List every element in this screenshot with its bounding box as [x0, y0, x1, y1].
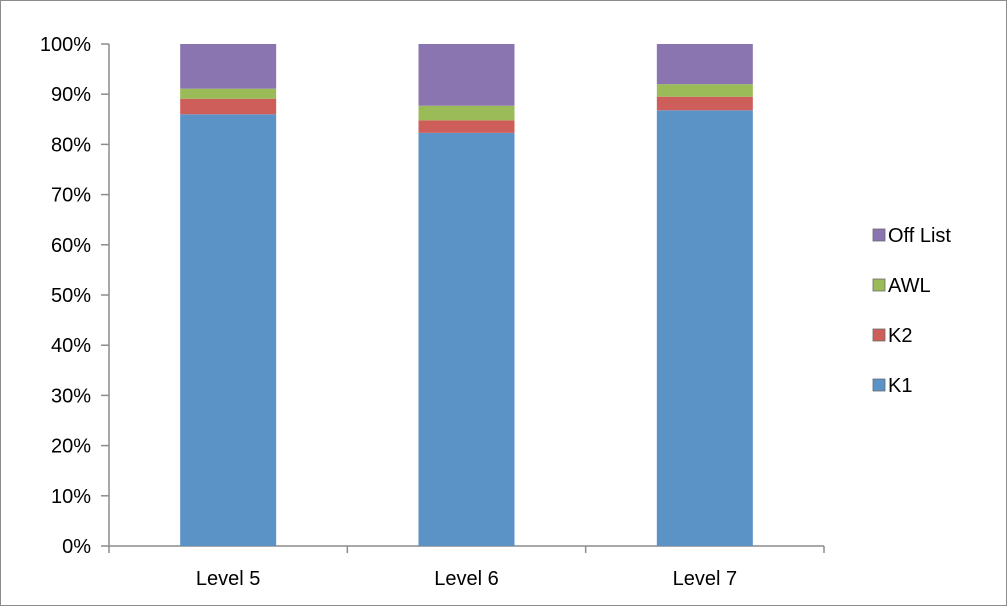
bar-segment-k2-level-6 [418, 120, 515, 133]
bar-segment-off-list-level-5 [180, 44, 277, 89]
x-tick-label: Level 7 [673, 568, 738, 590]
y-tick-label: 0% [62, 536, 91, 558]
bar-segment-k2-level-5 [180, 98, 277, 115]
y-tick-label: 60% [51, 235, 91, 257]
y-tick-label: 40% [51, 335, 91, 357]
legend-label-k1: K1 [888, 375, 912, 397]
bar-segment-awl-level-5 [180, 88, 277, 99]
y-tick-label: 20% [51, 436, 91, 458]
legend-swatch-awl [872, 278, 886, 292]
legend-swatch-off-list [872, 228, 886, 242]
bar-segment-off-list-level-7 [656, 44, 753, 85]
bar-segment-awl-level-7 [656, 84, 753, 97]
y-tick-label: 80% [51, 134, 91, 156]
y-tick-label: 50% [51, 285, 91, 307]
x-axis: Level 5 Level 6 Level 7 [108, 545, 825, 590]
y-tick-label: 10% [51, 486, 91, 508]
legend-label-awl: AWL [888, 275, 931, 297]
bars [180, 44, 753, 546]
legend: Off List AWL K2 K1 [872, 225, 951, 397]
bar-segment-awl-level-6 [418, 105, 515, 121]
bar-segment-k2-level-7 [656, 96, 753, 111]
bar-segment-off-list-level-6 [418, 44, 515, 106]
legend-label-off-list: Off List [888, 225, 951, 247]
bar-segment-k1-level-5 [180, 114, 277, 546]
y-tick-label: 70% [51, 185, 91, 207]
y-axis: 0% 10% 20% 30% 40% 50% 60% 70% 80% 90% 100% [40, 34, 110, 558]
legend-label-k2: K2 [888, 325, 912, 347]
y-tick-label: 90% [51, 84, 91, 106]
bar-segment-k1-level-6 [418, 132, 515, 546]
bar-segment-k1-level-7 [656, 110, 753, 546]
y-tick-label: 100% [40, 34, 91, 56]
legend-swatch-k2 [872, 328, 886, 342]
x-tick-label: Level 5 [196, 568, 261, 590]
x-tick-label: Level 6 [434, 568, 499, 590]
y-tick-label: 30% [51, 385, 91, 407]
legend-swatch-k1 [872, 378, 886, 392]
